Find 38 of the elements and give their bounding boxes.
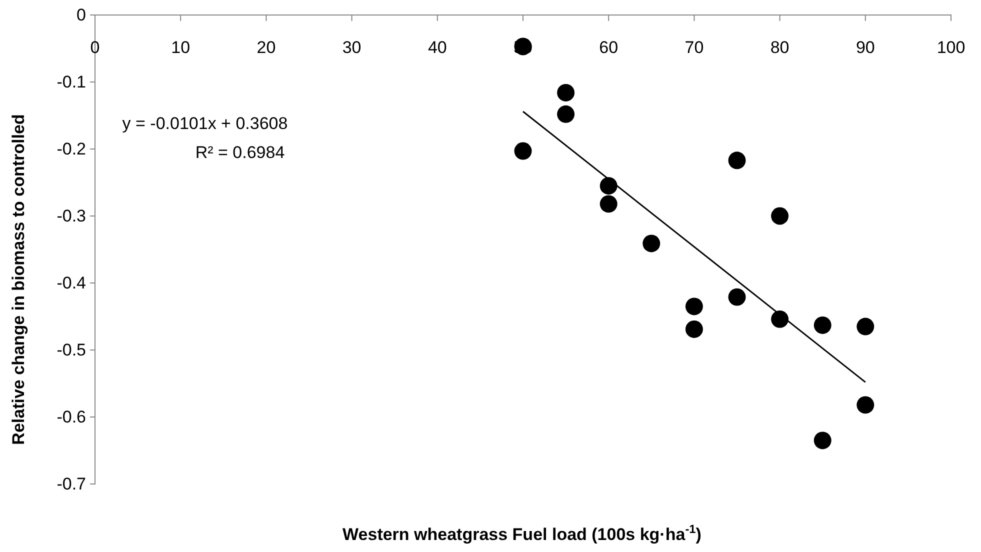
x-tick-label: 40 (428, 38, 447, 58)
x-tick-label: 70 (684, 38, 704, 58)
point (728, 152, 746, 170)
point (685, 320, 703, 338)
point (557, 84, 575, 102)
point (642, 234, 660, 252)
x-tick-label: 80 (770, 38, 790, 58)
point (814, 432, 832, 450)
annotation: y = -0.0101x + 0.3608 (122, 114, 288, 133)
x-tick-label: 90 (856, 38, 875, 58)
point (728, 288, 746, 306)
y-tick-label: 0 (76, 5, 86, 24)
x-tick-label: 10 (171, 38, 190, 58)
x-axis-title: Western wheatgrass Fuel load (100s kg·ha$^{-1}$) (342, 522, 702, 544)
y-tick-label: -0.1 (56, 72, 86, 92)
y-tick-label: -0.5 (56, 340, 86, 360)
point (856, 396, 874, 414)
point (685, 298, 703, 316)
x-tick-label: 60 (599, 38, 618, 58)
point (557, 105, 575, 123)
y-tick-label: -0.2 (56, 139, 86, 158)
annotation: R² = 0.6984 (195, 143, 285, 162)
x-tick-label: 20 (256, 38, 276, 58)
x-tick-label: 0 (90, 38, 100, 58)
point (514, 142, 532, 160)
y-tick-label: -0.6 (56, 407, 86, 426)
x-tick-label: 100 (936, 38, 966, 58)
point (856, 318, 874, 336)
point (600, 195, 618, 213)
y-axis-title: Relative change in biomass to controlled (9, 114, 28, 445)
point (814, 316, 832, 334)
point (771, 207, 789, 225)
x-tick-label: 30 (342, 38, 362, 58)
y-tick-label: -0.3 (56, 206, 86, 226)
y-tick-label: -0.4 (56, 273, 86, 292)
y-tick-label: -0.7 (56, 474, 86, 494)
point (600, 177, 618, 195)
point (771, 310, 789, 328)
